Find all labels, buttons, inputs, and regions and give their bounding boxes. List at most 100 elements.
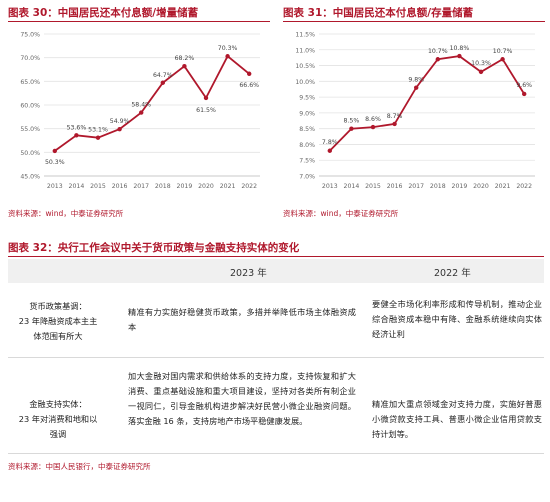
- data-label: 7.8%: [322, 139, 338, 146]
- row1-topic: 货币政策基调： 23 年降融资成本主主 体范围有所大: [8, 299, 108, 344]
- y-tick-label: 11.0%: [295, 47, 315, 54]
- y-tick-label: 7.5%: [299, 158, 315, 165]
- x-tick-label: 2013: [322, 183, 338, 190]
- x-tick-label: 2020: [198, 183, 214, 190]
- data-point: [225, 54, 230, 59]
- data-label: 61.5%: [196, 107, 216, 114]
- y-tick-label: 70.0%: [20, 55, 40, 62]
- data-label: 64.7%: [153, 72, 173, 79]
- y-tick-label: 75.0%: [20, 32, 40, 39]
- row-divider: [8, 357, 544, 358]
- data-point: [117, 126, 122, 132]
- y-tick-label: 55.0%: [20, 126, 40, 133]
- header-2023: 2023 年: [230, 268, 267, 279]
- data-label: 8.7%: [387, 113, 403, 120]
- data-point: [95, 135, 101, 140]
- row2-topic-line3: 强调: [49, 429, 67, 439]
- data-point: [182, 63, 187, 69]
- data-label: 58.4%: [131, 102, 151, 109]
- table-32-title: 图表 32：央行工作会议中关于货币政策与金融支持实体的变化: [8, 242, 300, 254]
- y-tick-label: 7.0%: [299, 174, 315, 181]
- x-tick-label: 2014: [69, 183, 85, 190]
- table-32-rule: [8, 256, 544, 257]
- figure-31-rule: [283, 21, 545, 22]
- row1-topic-line3: 体范围有所大: [33, 331, 83, 341]
- data-label: 53.1%: [88, 127, 108, 134]
- x-tick-label: 2017: [408, 183, 424, 190]
- row2-2023: 加大金融对国内需求和供给体系的支持力度，支持恢复和扩大消费、重点基础设施和重大项…: [128, 371, 356, 426]
- data-point: [52, 148, 57, 154]
- y-tick-label: 9.0%: [299, 110, 315, 117]
- row1-topic-line1: 货币政策基调：: [29, 301, 87, 311]
- series-line: [54, 54, 250, 152]
- data-label: 53.6%: [67, 124, 87, 131]
- x-tick-label: 2015: [365, 183, 381, 190]
- data-point: [139, 110, 144, 115]
- y-tick-label: 45.0%: [20, 174, 40, 181]
- figure-31-title: 图表 31：中国居民还本付息额/存量储蓄: [283, 7, 474, 19]
- data-point: [500, 57, 505, 62]
- y-tick-label: 60.0%: [20, 103, 40, 110]
- chart-30: 45.0% 50.0% 55.0% 60.0% 65.0% 70.0% 75.0% 2013 2…: [8, 24, 270, 204]
- table-32-source: 资料来源：中国人民银行，中泰证券研究所: [8, 462, 151, 471]
- y-tick-label: 8.0%: [299, 142, 315, 149]
- data-label: 10.7%: [428, 48, 448, 55]
- y-tick-label: 9.5%: [299, 95, 315, 102]
- x-tick-label: 2017: [133, 183, 149, 190]
- x-tick-label: 2022: [516, 183, 532, 190]
- data-point: [435, 57, 440, 62]
- figure-30-title: 图表 30：中国居民还本付息额/增量储蓄: [8, 7, 199, 19]
- y-tick-label: 10.5%: [295, 63, 315, 70]
- row2-2022: 精准加大重点领域金对支持力度，实施好普惠小微贷款支持工具、普惠小微企业信用贷款支…: [372, 399, 542, 439]
- x-tick-label: 2020: [473, 183, 489, 190]
- data-point: [522, 91, 527, 97]
- y-tick-label: 8.5%: [299, 126, 315, 133]
- row1-topic-line2: 23 年降融资成本主主: [18, 316, 98, 326]
- data-point: [327, 148, 332, 153]
- data-label: 8.5%: [344, 118, 360, 125]
- x-tick-label: 2016: [387, 183, 403, 190]
- x-tick-label: 2016: [112, 183, 128, 190]
- series-line: [329, 55, 525, 152]
- header-2022: 2022 年: [434, 268, 471, 279]
- data-point: [478, 69, 484, 75]
- table-bottom-rule: [8, 453, 544, 454]
- x-tick-label: 2019: [177, 183, 193, 190]
- x-tick-label: 2018: [430, 183, 446, 190]
- data-label: 68.2%: [175, 55, 195, 62]
- data-point: [457, 53, 462, 59]
- data-label: 10.8%: [450, 45, 470, 52]
- y-tick-label: 50.0%: [20, 150, 40, 157]
- data-label: 10.7%: [493, 48, 513, 55]
- data-label: 10.3%: [471, 60, 491, 67]
- data-point: [414, 85, 419, 90]
- data-label: 54.9%: [110, 118, 130, 125]
- data-point: [160, 80, 165, 85]
- figure-30-source: 资料来源：wind，中泰证券研究所: [8, 209, 124, 218]
- data-point: [349, 126, 354, 131]
- x-tick-label: 2013: [47, 183, 63, 190]
- x-tick-label: 2015: [90, 183, 106, 190]
- data-label: 66.6%: [239, 82, 259, 89]
- x-tick-label: 2022: [241, 183, 257, 190]
- row2-topic: 金融支持实体： 23 年对消费和地和以 强调: [8, 397, 108, 442]
- data-label: 8.6%: [365, 116, 381, 123]
- table-header: 2023 年 2022 年: [8, 259, 544, 283]
- row1-2022: 要健全市场化利率形成和传导机制，推动企业综合融资成本稳中有降、金融系统继续向实体…: [372, 299, 542, 339]
- data-label: 50.3%: [45, 159, 65, 166]
- data-point: [74, 133, 79, 138]
- figure-31-source: 资料来源：wind，中泰证券研究所: [283, 209, 399, 218]
- y-tick-label: 10.0%: [295, 79, 315, 86]
- x-tick-label: 2014: [344, 183, 360, 190]
- data-point: [392, 121, 397, 127]
- row2-topic-line2: 23 年对消费和地和以: [18, 414, 98, 424]
- x-tick-label: 2019: [452, 183, 468, 190]
- data-point: [203, 95, 209, 101]
- data-label: 9.6%: [516, 82, 532, 89]
- y-tick-label: 65.0%: [20, 79, 40, 86]
- x-tick-label: 2021: [220, 183, 236, 190]
- x-tick-label: 2021: [495, 183, 511, 190]
- chart-31-svg: 7.0% 7.5% 8.0% 8.5% 9.0% 9.5% 10.0% 10.5% 11.0% 1…: [295, 32, 535, 190]
- data-label: 70.3%: [218, 45, 238, 52]
- y-tick-label: 11.5%: [295, 32, 315, 39]
